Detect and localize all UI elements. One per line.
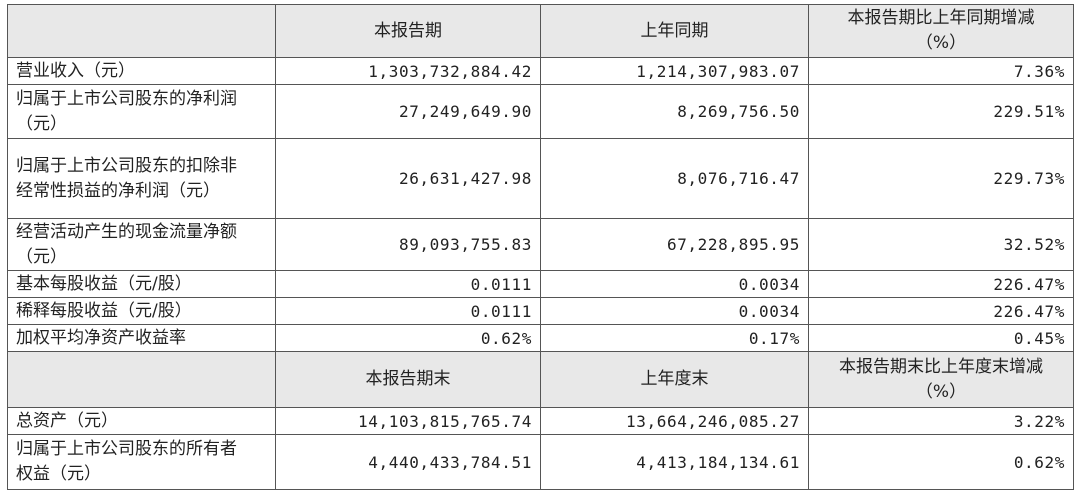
value-cell: 67,228,895.95 — [540, 218, 809, 271]
value-cell: 89,093,755.83 — [275, 218, 541, 271]
value-cell: 7.36% — [808, 57, 1074, 85]
value-cell: 0.0034 — [540, 297, 809, 325]
header-cell: 上年度末 — [540, 351, 809, 408]
data-row: 总资产（元） 14,103,815,765.74 13,664,246,085.27… — [7, 407, 1074, 435]
data-row: 稀释每股收益（元/股） 0.0111 0.0034 226.47% — [7, 297, 1074, 325]
value-cell: 32.52% — [808, 218, 1074, 271]
value-cell: 0.45% — [808, 324, 1074, 352]
header-text: （%） — [915, 33, 967, 53]
value-cell: 226.47% — [808, 297, 1074, 325]
header-text: （%） — [915, 381, 967, 402]
value-cell: 0.0111 — [275, 297, 541, 325]
value-cell: 229.51% — [808, 84, 1074, 139]
value-cell: 4,413,184,134.61 — [540, 434, 809, 490]
value-cell: 13,664,246,085.27 — [540, 407, 809, 435]
header-cell: 上年同期 — [540, 4, 809, 58]
data-row: 经营活动产生的现金流量净额（元） 89,093,755.83 67,228,895.… — [7, 218, 1074, 271]
data-row: 营业收入（元） 1,303,732,884.42 1,214,307,983.07 7… — [7, 57, 1074, 85]
value-cell: 229.73% — [808, 138, 1074, 219]
header-row: 本报告期末 上年度末 本报告期末比上年度末增减 （%） — [7, 351, 1074, 408]
header-text: 上年同期 — [640, 20, 709, 41]
header-cell: 本报告期末 — [275, 351, 541, 408]
value-cell: 3.22% — [808, 407, 1074, 435]
header-text: 本报告期末 — [365, 369, 451, 389]
value-cell: 0.0111 — [275, 270, 541, 298]
header-text: 本报告期末比上年度末增减 — [839, 356, 1043, 377]
header-cell: 本报告期 — [275, 4, 541, 58]
data-row: 归属于上市公司股东的扣除非经常性损益的净利润（元） 26,631,427.98 8,… — [7, 138, 1074, 219]
row-label: 经营活动产生的现金流量净额（元） — [7, 218, 276, 271]
data-row: 基本每股收益（元/股） 0.0111 0.0034 226.47% — [7, 270, 1074, 298]
row-label: 归属于上市公司股东的所有者权益（元） — [7, 434, 276, 490]
header-cell: 本报告期比上年同期增减 （%） — [808, 4, 1074, 58]
value-cell: 27,249,649.90 — [275, 84, 541, 139]
data-row: 归属于上市公司股东的所有者权益（元） 4,440,433,784.51 4,413,… — [7, 434, 1074, 490]
value-cell: 4,440,433,784.51 — [275, 434, 541, 490]
table-body: 本报告期 上年同期 本报告期比上年同期增减 （%） 营业收入（元） 1,303,732,8… — [7, 4, 1074, 490]
row-label: 归属于上市公司股东的扣除非经常性损益的净利润（元） — [7, 138, 276, 219]
row-label: 稀释每股收益（元/股） — [7, 297, 276, 325]
header-row: 本报告期 上年同期 本报告期比上年同期增减 （%） — [7, 4, 1074, 58]
value-cell: 1,214,307,983.07 — [540, 57, 809, 85]
header-text: 本报告期比上年同期增减 — [847, 8, 1035, 28]
row-label: 加权平均净资产收益率 — [7, 324, 276, 352]
value-cell: 26,631,427.98 — [275, 138, 541, 219]
value-cell: 226.47% — [808, 270, 1074, 298]
header-cell: 本报告期末比上年度末增减 （%） — [808, 351, 1074, 408]
header-cell — [7, 351, 276, 408]
data-row: 归属于上市公司股东的净利润（元） 27,249,649.90 8,269,756.5… — [7, 84, 1074, 139]
row-label: 基本每股收益（元/股） — [7, 270, 276, 298]
header-text: 本报告期 — [374, 20, 442, 41]
value-cell: 0.17% — [540, 324, 809, 352]
row-label: 归属于上市公司股东的净利润（元） — [7, 84, 276, 139]
header-text: 上年度末 — [640, 369, 709, 389]
data-row: 加权平均净资产收益率 0.62% 0.17% 0.45% — [7, 324, 1074, 352]
value-cell: 14,103,815,765.74 — [275, 407, 541, 435]
value-cell: 8,076,716.47 — [540, 138, 809, 219]
value-cell: 1,303,732,884.42 — [275, 57, 541, 85]
header-cell — [7, 4, 276, 58]
value-cell: 0.62% — [275, 324, 541, 352]
row-label: 营业收入（元） — [7, 57, 276, 85]
row-label: 总资产（元） — [7, 407, 276, 435]
financial-table: 本报告期 上年同期 本报告期比上年同期增减 （%） 营业收入（元） 1,303,732,8… — [7, 4, 1074, 490]
value-cell: 0.62% — [808, 434, 1074, 490]
value-cell: 8,269,756.50 — [540, 84, 809, 139]
value-cell: 0.0034 — [540, 270, 809, 298]
